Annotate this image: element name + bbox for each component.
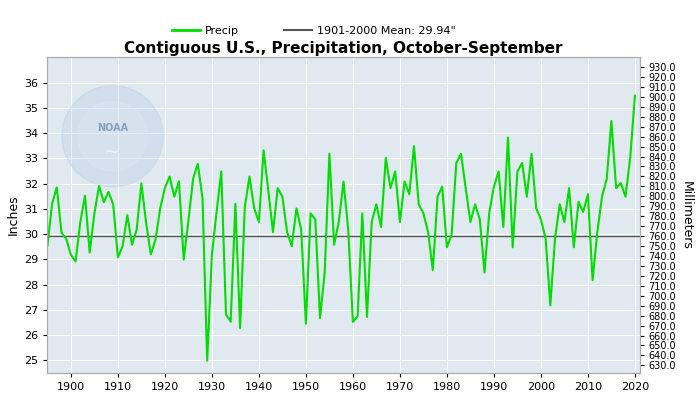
Title: Contiguous U.S., Precipitation, October-September: Contiguous U.S., Precipitation, October-… — [124, 41, 563, 56]
Y-axis label: Millimeters: Millimeters — [680, 181, 693, 250]
Legend: Precip, 1901-2000 Mean: 29.94": Precip, 1901-2000 Mean: 29.94" — [167, 22, 461, 41]
Y-axis label: Inches: Inches — [7, 195, 20, 235]
